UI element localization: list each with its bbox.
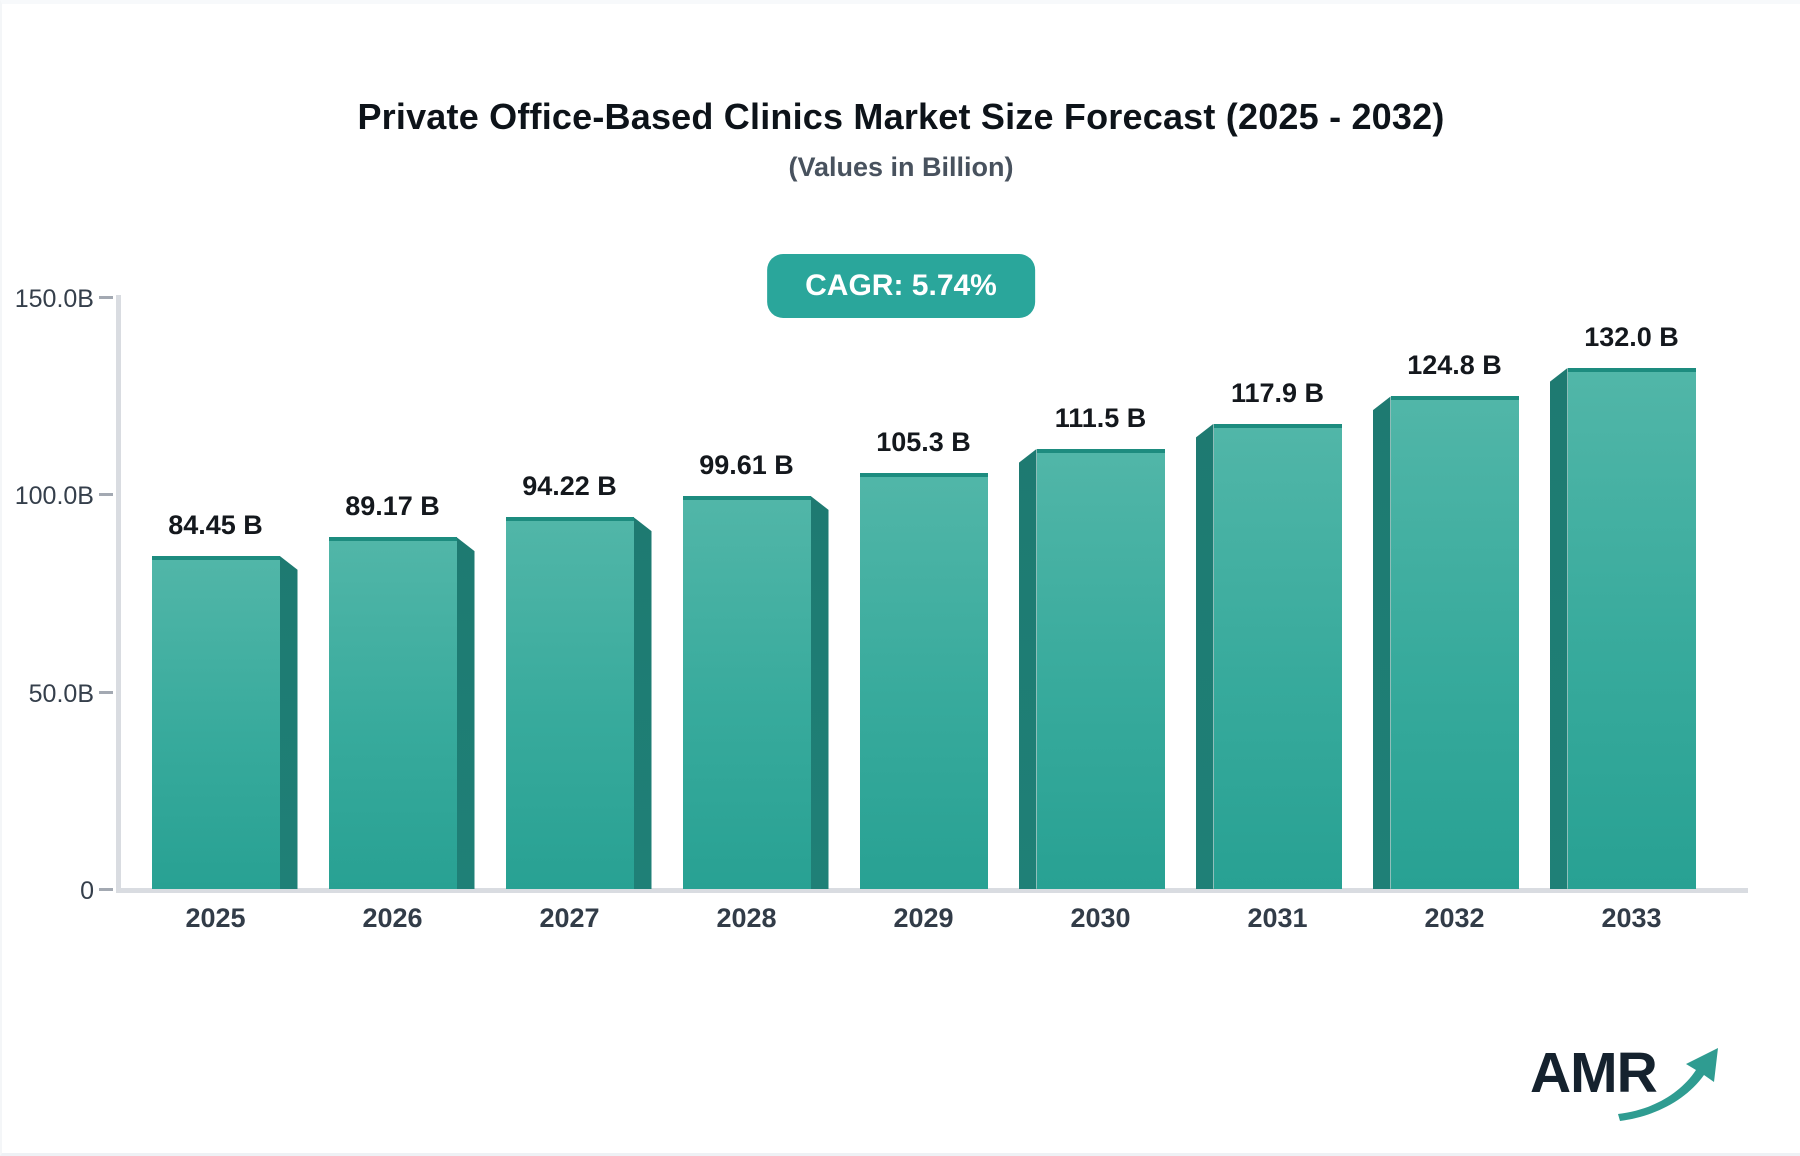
- amr-logo-text: AMR: [1530, 1041, 1658, 1105]
- x-axis-line: [116, 888, 1748, 893]
- bar: [1036, 448, 1165, 889]
- amr-logo: AMR: [1530, 1040, 1740, 1121]
- y-axis-tick-label: 50.0B: [28, 679, 94, 708]
- bar-value-label: 94.22 B: [522, 471, 617, 502]
- x-axis-label: 2031: [1247, 903, 1308, 933]
- bar-value-label: 132.0 B: [1584, 322, 1679, 353]
- bar-value-label: 124.8 B: [1407, 350, 1502, 381]
- bar-value-label: 111.5 B: [1054, 402, 1147, 433]
- y-axis-line: [116, 295, 121, 892]
- cagr-badge: CAGR: 5.74%: [767, 254, 1035, 318]
- y-axis-tick-mark: [99, 888, 113, 891]
- bar-value-label: 89.17 B: [345, 491, 440, 522]
- y-axis-tick-mark: [99, 493, 113, 497]
- bar-value-label: 84.45 B: [168, 509, 263, 540]
- bar-side-face: [456, 537, 475, 889]
- bar-side-face: [1549, 368, 1568, 889]
- x-axis-label: 2026: [362, 903, 423, 933]
- bar-value-label: 105.3 B: [876, 427, 971, 458]
- bar: [1567, 368, 1696, 889]
- bar-side-face: [1195, 423, 1214, 889]
- y-axis-tick-mark: [99, 296, 113, 299]
- bar: [328, 537, 457, 889]
- bar: [151, 555, 280, 889]
- bar-value-label: 117.9 B: [1230, 377, 1325, 408]
- bar-side-face: [1018, 448, 1037, 889]
- plot-area: 0 50.0B 100.0B 150.0B 84.45 B 2025 89.17 B 202…: [2, 4, 1800, 1153]
- x-axis-label: 2025: [185, 903, 246, 933]
- growth-arrow-icon: [1618, 1048, 1718, 1121]
- bar: [1213, 423, 1342, 889]
- bar-side-face: [633, 517, 652, 889]
- bar: [1390, 396, 1519, 889]
- x-axis-label: 2033: [1601, 903, 1662, 933]
- bar-side-face: [1372, 396, 1391, 889]
- y-axis-tick-label: 0: [80, 877, 94, 905]
- x-axis-label: 2032: [1424, 903, 1485, 933]
- bar-side-face: [810, 495, 829, 889]
- y-axis-tick-label: 100.0B: [14, 482, 94, 511]
- y-axis-tick-mark: [99, 690, 113, 694]
- x-axis-label: 2028: [716, 903, 777, 933]
- bar: [505, 517, 634, 889]
- bar: [682, 495, 811, 889]
- bar: [859, 473, 988, 889]
- x-axis-label: 2029: [893, 903, 954, 933]
- chart-subtitle: (Values in Billion): [788, 152, 1014, 182]
- x-axis-label: 2027: [539, 903, 600, 933]
- x-axis-label: 2030: [1070, 903, 1131, 933]
- bar-value-label: 99.61 B: [699, 449, 794, 480]
- chart-title: Private Office-Based Clinics Market Size…: [357, 96, 1445, 137]
- bar-side-face: [279, 555, 298, 889]
- y-axis-tick-label: 150.0B: [14, 285, 94, 313]
